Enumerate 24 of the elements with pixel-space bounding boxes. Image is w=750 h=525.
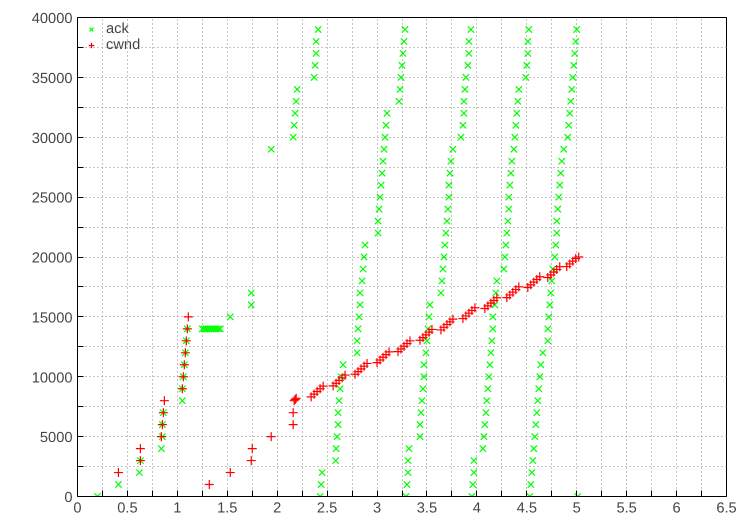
x-tick-label: 3.5 — [416, 500, 438, 516]
y-tick-label: 5000 — [40, 430, 73, 446]
y-tick-label: 15000 — [32, 310, 73, 326]
x-tick-label: 4.5 — [516, 500, 537, 516]
x-tick-label: 2.5 — [316, 500, 338, 516]
x-tick-label: 6 — [672, 500, 681, 516]
y-tick-label: 25000 — [32, 190, 73, 207]
x-tick-label: 3 — [372, 500, 382, 516]
y-tick-label: 10000 — [32, 370, 73, 386]
legend-label: cwnd — [106, 37, 140, 53]
x-tick-label: 0.5 — [117, 500, 138, 516]
x-tick-label: 2 — [273, 500, 282, 516]
x-tick-label: 5 — [572, 500, 581, 516]
y-tick-label: 35000 — [32, 70, 73, 87]
x-tick-label: 1.5 — [217, 500, 238, 516]
y-tick-label: 0 — [64, 490, 73, 506]
x-tick-label: 1 — [173, 500, 182, 516]
x-tick-label: 4 — [472, 500, 481, 516]
y-tick-label: 40000 — [32, 11, 73, 27]
y-tick-label: 20000 — [32, 250, 73, 266]
x-tick-label: 6.5 — [716, 500, 737, 516]
legend-label: ack — [106, 21, 129, 37]
y-tick-label: 30000 — [32, 130, 73, 147]
x-tick-label: 5.5 — [616, 500, 637, 516]
